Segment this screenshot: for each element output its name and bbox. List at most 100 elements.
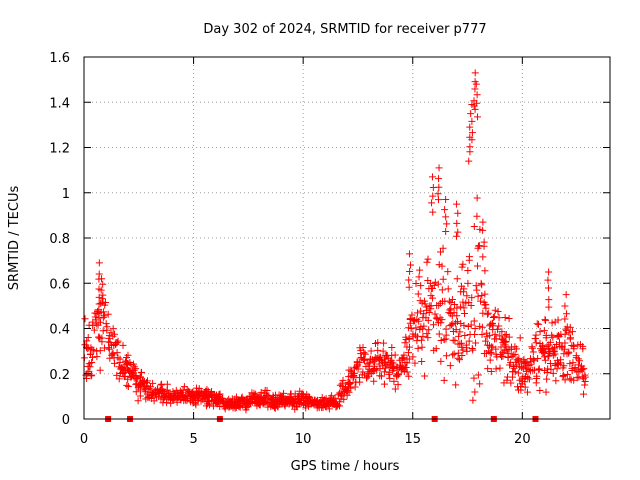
data-point (88, 358, 96, 366)
data-point (144, 377, 152, 385)
data-point (447, 321, 455, 329)
data-point (417, 282, 425, 290)
data-point (103, 326, 111, 334)
data-point (111, 359, 119, 367)
data-point (458, 263, 466, 271)
data-point (400, 354, 408, 362)
data-point (370, 377, 378, 385)
data-point (454, 209, 462, 217)
data-point (452, 326, 460, 334)
data-point (95, 300, 103, 308)
data-point (552, 377, 560, 385)
data-point (495, 314, 503, 322)
data-point (471, 85, 479, 93)
data-point (339, 376, 347, 384)
data-point (441, 206, 449, 214)
data-point (468, 117, 476, 125)
data-point (415, 273, 423, 281)
data-point (203, 386, 211, 394)
data-point (386, 374, 394, 382)
data-point (138, 368, 146, 376)
data-point (163, 386, 171, 394)
data-point (574, 355, 582, 363)
data-point (517, 386, 525, 394)
data-point (471, 388, 479, 396)
data-point (486, 356, 494, 364)
data-point (88, 353, 96, 361)
data-point (356, 378, 364, 386)
data-point (474, 113, 482, 121)
data-point (194, 397, 202, 405)
data-point (412, 324, 420, 332)
data-point (426, 279, 434, 287)
data-point (116, 355, 124, 363)
data-point (425, 326, 433, 334)
data-point (257, 388, 265, 396)
data-point (416, 266, 424, 274)
data-point (424, 316, 432, 324)
data-point (541, 356, 549, 364)
data-point (516, 334, 524, 342)
data-point (88, 371, 96, 379)
data-point (457, 320, 465, 328)
data-point (405, 250, 413, 258)
data-point (548, 319, 556, 327)
data-point (476, 380, 484, 388)
data-point (458, 352, 466, 360)
data-point (512, 361, 520, 369)
data-point (95, 314, 103, 322)
data-point (561, 345, 569, 353)
data-point (569, 359, 577, 367)
data-point (149, 379, 157, 387)
data-point (535, 365, 543, 373)
data-point (467, 321, 475, 329)
data-point (525, 375, 533, 383)
data-point (101, 299, 109, 307)
data-point (492, 365, 500, 373)
data-point (90, 326, 98, 334)
data-point (472, 282, 480, 290)
data-point (424, 255, 432, 263)
data-point (435, 175, 443, 183)
data-point (465, 256, 473, 264)
data-point (438, 262, 446, 270)
data-point (566, 360, 574, 368)
data-point (423, 258, 431, 266)
data-point (455, 332, 463, 340)
data-point (529, 348, 537, 356)
data-point (363, 374, 371, 382)
data-point (471, 105, 479, 113)
data-point (433, 315, 441, 323)
data-point (98, 334, 106, 342)
data-point (545, 296, 553, 304)
data-point (533, 372, 541, 380)
data-point (83, 345, 91, 353)
data-point (469, 346, 477, 354)
data-point (453, 312, 461, 320)
x-tick-label: 10 (295, 432, 312, 447)
data-point (351, 383, 359, 391)
data-point (437, 357, 445, 365)
data-point (422, 303, 430, 311)
data-point (100, 312, 108, 320)
data-point (325, 405, 333, 413)
data-point (468, 294, 476, 302)
data-point (124, 383, 132, 391)
data-point (435, 164, 443, 172)
data-point (487, 368, 495, 376)
data-point (406, 267, 414, 275)
data-point (434, 280, 442, 288)
data-point (481, 290, 489, 298)
data-point (534, 355, 542, 363)
data-point (477, 297, 485, 305)
data-point (501, 341, 509, 349)
data-point (380, 380, 388, 388)
data-point (385, 368, 393, 376)
data-point (437, 319, 445, 327)
data-point (134, 397, 142, 405)
data-point (461, 331, 469, 339)
data-point (507, 379, 515, 387)
data-point (545, 303, 553, 311)
data-point (451, 337, 459, 345)
data-point (456, 328, 464, 336)
